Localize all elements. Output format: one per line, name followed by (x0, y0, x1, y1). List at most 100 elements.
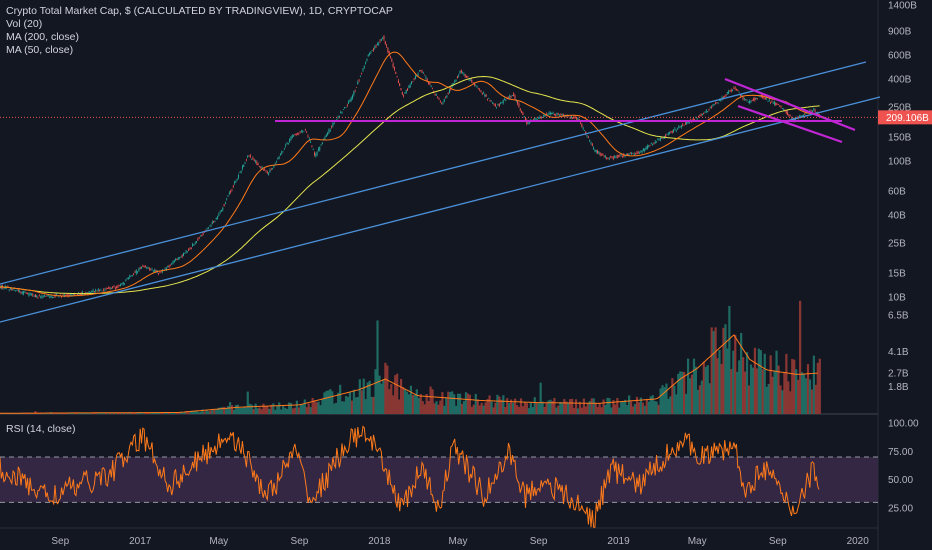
volume-bar (696, 389, 700, 414)
volume-bar (333, 403, 336, 414)
candle-body (446, 95, 448, 98)
candle-body (24, 292, 26, 293)
volume-bar (529, 402, 532, 414)
candle-body (337, 117, 339, 119)
candle-body (610, 156, 612, 157)
candle-body (160, 271, 162, 273)
candle-body (462, 72, 464, 74)
price-tick-label: 250B (888, 102, 912, 113)
volume-bar (620, 401, 623, 414)
candle-body (492, 102, 494, 104)
candle-body (699, 115, 701, 116)
candle-body (240, 170, 242, 173)
candle-body (358, 79, 360, 81)
candle-body (602, 154, 604, 155)
candle-body (562, 114, 564, 116)
current-price-label: 209.106B (886, 113, 929, 124)
candle-body (777, 104, 779, 105)
candle-body (678, 126, 680, 128)
candle-body (502, 99, 504, 104)
volume-bar (451, 391, 454, 414)
volume-bar (708, 383, 711, 414)
volume-bar (702, 361, 705, 414)
candle-body (467, 76, 469, 77)
candle-body (594, 149, 596, 152)
candle-body (763, 96, 765, 99)
volume-bar (502, 395, 505, 414)
candle-body (559, 114, 561, 116)
candle-body (32, 294, 34, 296)
candle-body (206, 228, 208, 230)
volume-bar (484, 402, 487, 414)
volume-bar (659, 388, 662, 414)
volume-bar (401, 387, 405, 414)
price-tick-label: 25B (888, 238, 906, 249)
candle-body (469, 79, 471, 81)
lower-trendline (0, 96, 881, 323)
candle-body (578, 119, 580, 121)
volume-bar (812, 355, 815, 414)
candle-body (190, 247, 192, 249)
candle-body (180, 256, 182, 258)
candle-body (299, 132, 301, 133)
candle-body (46, 295, 48, 296)
candle-body (27, 293, 29, 295)
candle-body (650, 143, 652, 145)
volume-bar (655, 401, 658, 414)
volume-bar (710, 327, 713, 414)
candle-body (408, 85, 410, 88)
candle-body (735, 89, 737, 91)
candle-body (131, 275, 133, 277)
volume-bar (107, 413, 110, 414)
volume-bar (394, 375, 397, 414)
volume-bar (195, 410, 198, 414)
candle-body (754, 97, 756, 101)
candle-body (287, 143, 289, 145)
candle-body (420, 70, 422, 71)
volume-bar (409, 385, 413, 414)
volume-bar (250, 404, 253, 414)
candle-body (555, 114, 557, 116)
volume-bar (468, 394, 471, 414)
volume-bar (32, 413, 35, 414)
candle-body (341, 112, 343, 113)
candle-body (283, 148, 285, 150)
candle-body (577, 118, 579, 120)
volume-bar (57, 413, 61, 414)
candle-body (105, 287, 107, 289)
volume-bar (806, 364, 810, 414)
candle-body (249, 155, 251, 158)
candle-body (279, 153, 281, 155)
candle-body (359, 76, 361, 78)
volume-bar (425, 394, 428, 414)
volume-bar (344, 396, 348, 414)
candle-body (289, 139, 291, 143)
candle-body (538, 117, 540, 119)
candle-body (583, 130, 585, 132)
candle-body (49, 296, 51, 298)
volume-bar (364, 399, 367, 414)
volume-bar (396, 373, 399, 414)
price-tick-label: 10B (888, 293, 906, 304)
time-tick-label: May (209, 536, 228, 547)
legend-vol: Vol (20) (6, 18, 43, 30)
candle-body (175, 259, 177, 261)
candle-body (213, 221, 215, 222)
candle-body (172, 261, 174, 265)
volume-bar (769, 355, 772, 414)
candle-body (20, 292, 22, 293)
candle-body (306, 131, 308, 133)
candle-body (759, 96, 761, 97)
candle-body (51, 297, 53, 298)
candle-body (202, 232, 204, 235)
candle-body (715, 103, 717, 104)
candle-body (561, 113, 563, 115)
volume-bar (808, 379, 812, 414)
candle-body (379, 40, 381, 42)
candle-body (770, 101, 772, 103)
candle-body (716, 102, 718, 104)
volume-bar (295, 400, 299, 414)
volume-bar (22, 413, 25, 414)
candle-body (232, 185, 234, 187)
